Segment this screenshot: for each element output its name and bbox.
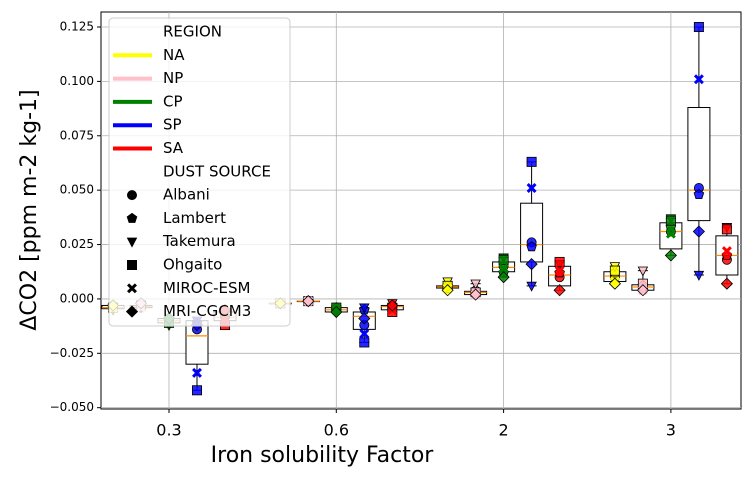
marker — [359, 337, 370, 348]
legend-label: Albani — [163, 186, 210, 204]
marker — [441, 284, 454, 297]
marker — [358, 312, 371, 325]
marker — [608, 277, 621, 290]
marker — [127, 283, 137, 294]
marker — [526, 156, 537, 167]
legend-label: SP — [163, 116, 182, 134]
y-tick-label: 0.050 — [60, 183, 94, 197]
marker — [665, 215, 676, 226]
marker — [721, 246, 732, 257]
marker — [554, 256, 565, 267]
legend-label: Takemura — [162, 232, 236, 250]
marker — [720, 277, 733, 290]
marker — [302, 295, 315, 308]
y-tick-label: −0.025 — [50, 346, 94, 360]
marker — [192, 367, 202, 378]
legend-label: MIROC-ESM — [163, 279, 250, 297]
y-tick-label: −0.050 — [50, 400, 94, 414]
x-tick-label: 0.3 — [156, 421, 181, 440]
marker — [664, 249, 677, 262]
legend-label: SA — [163, 139, 184, 157]
legend-label: CP — [163, 92, 183, 110]
marker — [126, 212, 138, 223]
marker — [191, 385, 202, 396]
x-tick-label: 0.6 — [324, 421, 349, 440]
legend-frame — [108, 17, 291, 327]
legend: REGION NA NP CP SP SA DUST SOURCE Albani Lambert… — [108, 17, 291, 327]
legend-label: MRI-CGCM3 — [163, 302, 251, 320]
marker — [526, 281, 537, 292]
marker — [125, 305, 139, 318]
marker — [693, 74, 704, 85]
legend-label: NP — [163, 69, 183, 87]
y-axis-label: ΔCO2 [ppm m-2 kg-1] — [17, 89, 42, 330]
marker — [692, 225, 705, 238]
marker — [126, 237, 138, 248]
marker — [127, 259, 138, 270]
y-tick-label: 0.100 — [60, 74, 94, 88]
marker — [637, 266, 649, 277]
box — [687, 106, 711, 222]
marker — [609, 265, 620, 276]
marker — [665, 228, 676, 239]
marker — [526, 183, 537, 193]
y-tick-label: 0.000 — [60, 291, 94, 305]
x-axis-label: Iron solubility Factor — [211, 443, 435, 468]
y-tick-label: 0.125 — [60, 20, 94, 34]
legend-title: REGION — [163, 23, 222, 41]
marker — [693, 188, 705, 200]
marker — [554, 265, 565, 276]
marker — [359, 328, 370, 339]
marker — [721, 224, 732, 235]
x-tick-label: 2 — [499, 421, 509, 440]
x-tick-label: 3 — [666, 421, 676, 440]
box — [520, 202, 544, 263]
marker — [553, 284, 566, 297]
marker — [497, 271, 510, 284]
marker — [693, 22, 704, 33]
y-tick-label: 0.025 — [60, 237, 94, 251]
legend-title: DUST SOURCE — [163, 162, 271, 180]
marker — [127, 190, 138, 201]
legend-label: NA — [163, 46, 185, 64]
marker — [330, 305, 343, 319]
marker — [386, 299, 399, 312]
marker — [470, 279, 481, 290]
marker — [526, 241, 537, 252]
marker — [636, 284, 649, 297]
marker — [469, 288, 482, 301]
y-tick-label: 0.075 — [60, 128, 94, 142]
legend-label: Lambert — [163, 209, 226, 227]
plot-frame — [100, 11, 742, 410]
marker — [498, 254, 509, 265]
marker — [525, 258, 538, 271]
marker — [359, 303, 370, 314]
marker — [498, 263, 509, 274]
legend-label: Ohgaito — [163, 256, 222, 274]
marker — [693, 270, 705, 281]
